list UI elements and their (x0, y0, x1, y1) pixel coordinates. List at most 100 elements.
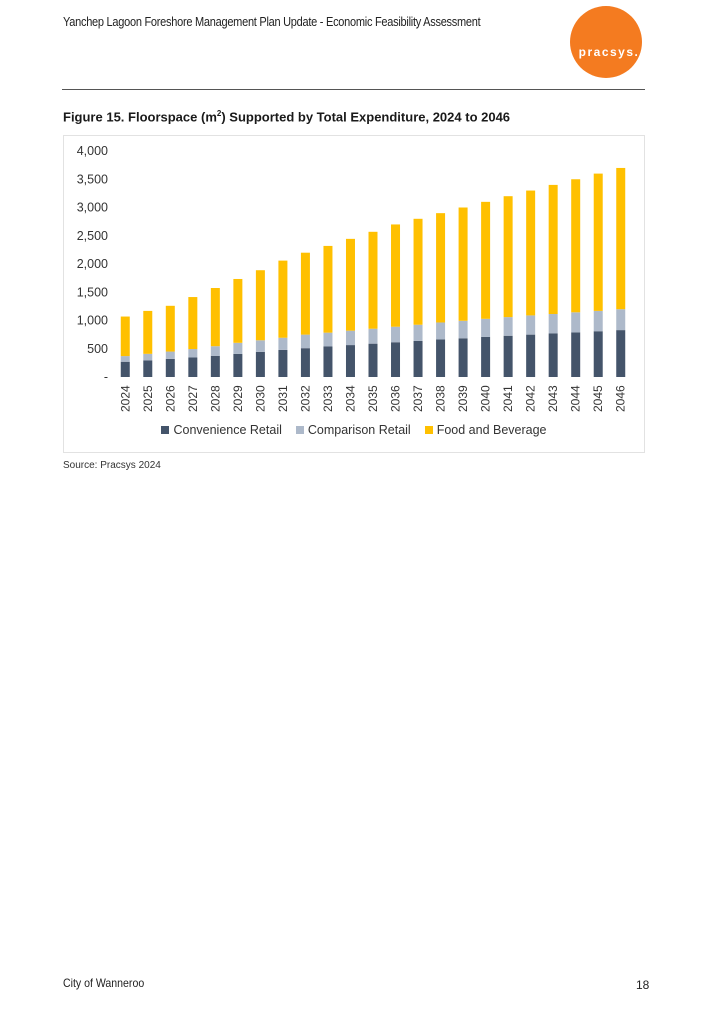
bar-segment (548, 184, 558, 314)
bar-segment (188, 357, 198, 377)
legend-label: Comparison Retail (307, 423, 411, 437)
y-tick-label: 500 (87, 342, 108, 356)
x-tick-label: 2035 (366, 385, 380, 412)
bar-segment (120, 356, 130, 362)
bar-segment (210, 288, 220, 347)
bar-segment (526, 190, 536, 316)
bar-segment (210, 355, 220, 377)
bar-segment (278, 337, 288, 350)
bar-segment (278, 260, 288, 338)
x-tick-label: 2029 (231, 385, 245, 412)
bar-segment (503, 196, 513, 318)
x-tick-label: 2033 (321, 385, 335, 412)
header-divider (62, 89, 645, 90)
pracsys-logo: pracsys. (570, 6, 642, 78)
bar-segment (323, 346, 333, 377)
x-tick-label: 2046 (614, 385, 628, 412)
bar-segment (323, 332, 333, 347)
bar-segment (481, 318, 491, 337)
legend-item: Comparison Retail (295, 423, 411, 437)
bar-segment (120, 361, 130, 377)
bar-segment (391, 342, 401, 377)
y-tick-label: 2,000 (77, 257, 108, 271)
bar-segment (593, 331, 603, 377)
y-tick-label: 1,500 (77, 285, 108, 299)
bar-segment (143, 310, 153, 354)
page-number: 18 (636, 978, 650, 992)
x-tick-label: 2038 (434, 385, 448, 412)
bar-segment (120, 316, 130, 357)
x-tick-label: 2028 (208, 385, 222, 412)
logo-text: pracsys. (578, 45, 640, 59)
bar-segment (413, 218, 423, 325)
legend-swatch (295, 426, 304, 434)
figure-title-superscript: 2 (216, 109, 222, 118)
figure-source: Source: Pracsys 2024 (63, 460, 161, 471)
x-tick-label: 2031 (276, 385, 290, 412)
bar-segment (345, 330, 355, 346)
bar-segment (616, 330, 626, 377)
chart-container: - 500 1,000 1,500 2,000 2,500 3,000 3,500 4,000 2… (63, 135, 645, 453)
x-tick-label: 2032 (298, 385, 312, 412)
bar-segment (571, 332, 581, 377)
x-tick-label: 2042 (524, 385, 538, 412)
bar-segment (233, 278, 243, 343)
bar-segment (481, 201, 491, 319)
footer-organisation: City of Wanneroo (63, 976, 145, 990)
bar-segment (571, 312, 581, 333)
bar-segment (323, 245, 333, 333)
bar-segment (413, 324, 423, 341)
bar-segment (368, 343, 378, 377)
bar-segment (165, 305, 175, 352)
y-tick-label: 1,000 (77, 314, 108, 328)
legend-swatch (424, 426, 433, 434)
x-tick-label: 2025 (141, 385, 155, 412)
legend-item: Food and Beverage (424, 423, 547, 437)
bar-segment (255, 270, 265, 341)
bar-segment (458, 320, 468, 339)
y-tick-label: 2,500 (77, 229, 108, 243)
bar-segment (548, 333, 558, 377)
legend-swatch (161, 426, 170, 434)
bar-segment (436, 213, 446, 323)
y-tick-label: - (104, 370, 108, 384)
bar-segment (255, 351, 265, 377)
bar-segment (593, 173, 603, 311)
y-tick-label: 3,500 (77, 172, 108, 186)
bar-segment (255, 340, 265, 352)
bar-segment (233, 353, 243, 377)
bar-segment (436, 322, 446, 340)
bar-segment (188, 349, 198, 358)
bar-segment (233, 342, 243, 354)
x-tick-label: 2030 (253, 385, 267, 412)
bar-segment (300, 348, 310, 377)
header-title: Yanchep Lagoon Foreshore Management Plan… (63, 15, 481, 29)
bar-segment (300, 252, 310, 335)
bar-segment (616, 167, 626, 310)
bar-segment (143, 360, 153, 377)
x-tick-label: 2036 (389, 385, 403, 412)
x-tick-label: 2026 (163, 385, 177, 412)
bar-segment (526, 315, 536, 335)
figure-title: Figure 15. Floorspace (m2) Supported by … (63, 109, 510, 124)
x-tick-label: 2024 (118, 385, 132, 412)
bar-segment (413, 340, 423, 377)
x-tick-label: 2040 (479, 385, 493, 412)
bar-segment (210, 346, 220, 356)
x-tick-label: 2045 (591, 385, 605, 412)
bar-segment (458, 338, 468, 377)
bar-segment (165, 351, 175, 359)
bar-segment (368, 328, 378, 344)
x-tick-label: 2027 (186, 385, 200, 412)
x-tick-label: 2039 (456, 385, 470, 412)
bar-segment (143, 353, 153, 361)
bar-segment (391, 224, 401, 327)
x-tick-label: 2034 (343, 385, 357, 412)
stacked-bar-chart: - 500 1,000 1,500 2,000 2,500 3,000 3,500 4,000 2… (77, 144, 628, 412)
bar-segment (391, 326, 401, 343)
legend-item: Convenience Retail (161, 423, 282, 437)
chart-legend: Convenience Retail Comparison Retail Food … (64, 423, 644, 437)
bar-segment (458, 207, 468, 321)
y-tick-label: 4,000 (77, 144, 108, 158)
figure-title-prefix: Figure 15. Floorspace (m (63, 109, 217, 125)
